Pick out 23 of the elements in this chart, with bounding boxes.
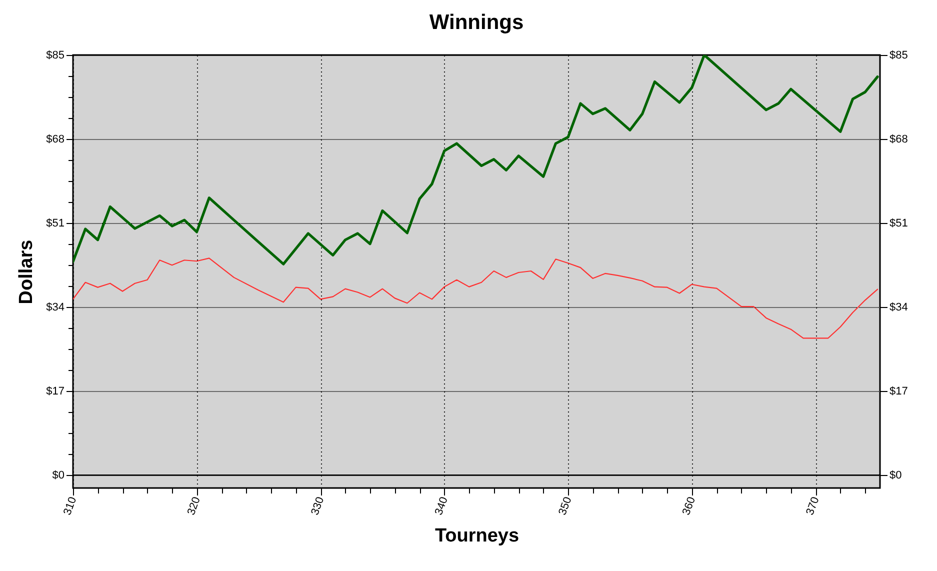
x-axis-title: Tourneys [434,525,520,546]
y-tick-label: $68 [46,134,64,146]
y2-tick-label: $51 [890,218,908,230]
x-tick-label: 320 [185,495,203,517]
chart-title: Winnings [429,11,524,34]
y-tick-label: $34 [46,302,64,314]
x-tick-label: 370 [804,495,822,517]
y2-tick-label: $0 [890,470,902,482]
y2-tick-label: $17 [890,386,908,398]
y-tick-label: $51 [46,218,64,230]
line-series [73,258,878,339]
x-tick-label: 340 [432,495,450,517]
y2-tick-label: $85 [890,50,908,62]
x-tick-label: 350 [556,495,574,517]
y2-tick-label: $68 [890,134,908,146]
y2-tick-label: $34 [890,302,908,314]
y-tick-label: $85 [46,50,64,62]
y-axis-title: Dollars [16,240,38,304]
y-tick-label: $0 [52,470,64,482]
y-tick-label: $17 [46,386,64,398]
x-tick-label: 330 [309,495,327,517]
x-tick-label: 310 [62,495,80,517]
x-tick-label: 360 [680,495,698,517]
